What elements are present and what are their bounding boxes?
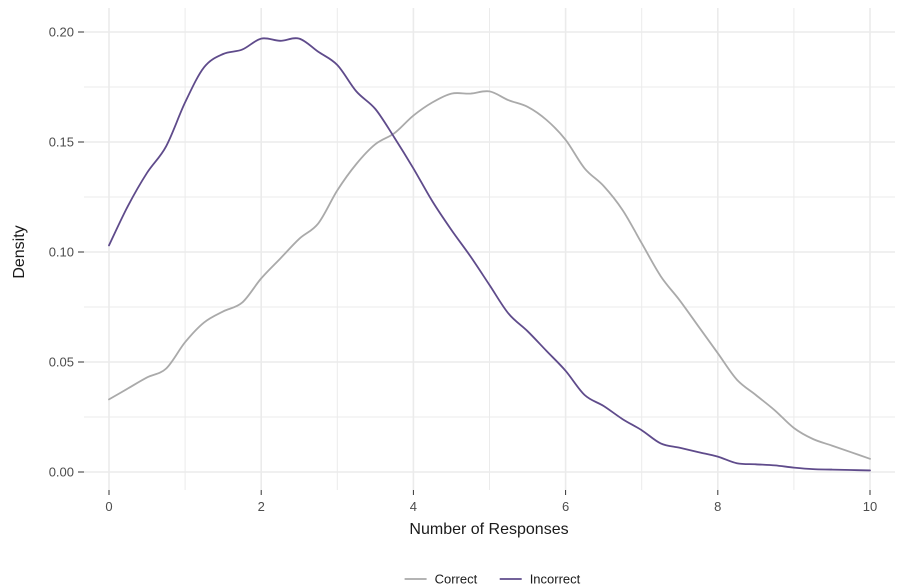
x-tick-label: 4 — [410, 499, 417, 514]
series-line-correct — [108, 90, 871, 460]
legend-item-incorrect: Incorrect — [499, 572, 581, 586]
series-line-incorrect — [108, 37, 871, 472]
y-tick-label: 0.10 — [49, 245, 74, 260]
x-axis-title: Number of Responses — [409, 521, 568, 538]
legend: Correct Incorrect — [404, 572, 581, 586]
x-tick-label: 0 — [105, 499, 112, 514]
y-tick-label: 0.20 — [49, 25, 74, 40]
y-axis-title: Density — [11, 225, 28, 278]
x-tick-label: 2 — [258, 499, 265, 514]
y-tick-label: 0.15 — [49, 135, 74, 150]
legend-label-incorrect: Incorrect — [530, 572, 581, 586]
y-tick-label: 0.05 — [49, 355, 74, 370]
x-tick-label: 10 — [863, 499, 877, 514]
series-lines — [108, 37, 871, 472]
x-tick-label: 6 — [562, 499, 569, 514]
legend-item-correct: Correct — [404, 572, 478, 586]
grid-lines — [84, 8, 895, 490]
x-tick-label: 8 — [714, 499, 721, 514]
y-axis-ticks: 0.00 0.05 0.10 0.15 0.20 — [49, 25, 84, 480]
y-tick-label: 0.00 — [49, 465, 74, 480]
x-axis-ticks: 0 2 4 6 8 10 — [105, 490, 877, 514]
legend-label-correct: Correct — [435, 572, 478, 586]
